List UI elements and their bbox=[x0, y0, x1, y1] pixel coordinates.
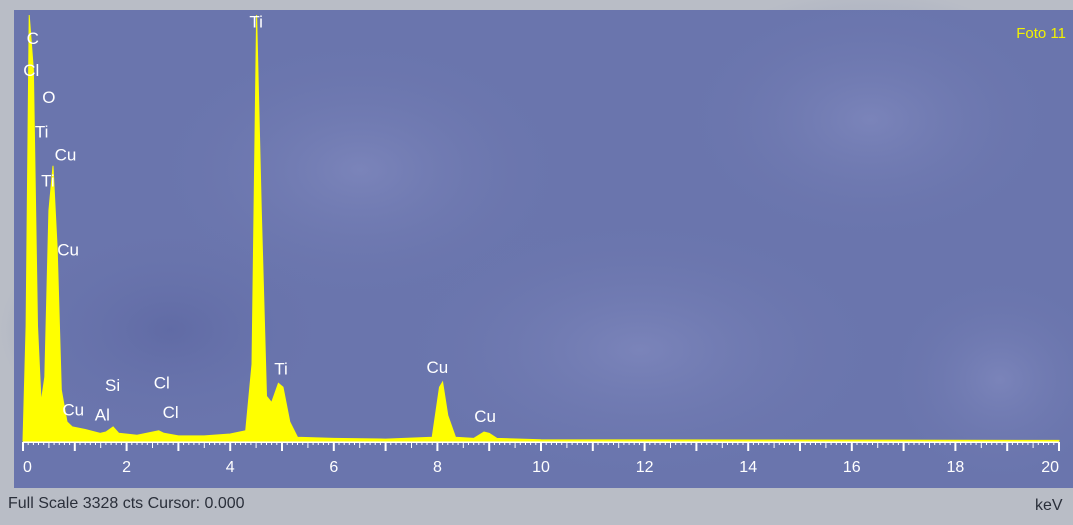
peak-label: Ti bbox=[249, 13, 263, 32]
peak-label: Ti bbox=[41, 171, 55, 190]
peak-label: Cl bbox=[23, 61, 39, 80]
peak-label: Cu bbox=[55, 146, 77, 165]
peak-label: Cl bbox=[163, 403, 179, 422]
peak-label: Ti bbox=[274, 359, 288, 378]
spectrum-series bbox=[22, 14, 1060, 442]
spectrum-area-0 bbox=[22, 14, 1060, 442]
x-tick-label: 20 bbox=[1041, 459, 1059, 476]
x-axis: 0 2 4 6 8 10 12 14 16 18 20 bbox=[22, 441, 1060, 476]
x-tick-label: 8 bbox=[433, 459, 442, 476]
peak-label: Si bbox=[105, 376, 120, 395]
x-tick-label: 0 bbox=[23, 459, 32, 476]
peak-label: Cu bbox=[427, 358, 449, 377]
x-axis-unit-label: keV bbox=[1035, 497, 1063, 514]
peak-label: C bbox=[27, 29, 39, 48]
x-tick-label: 12 bbox=[636, 459, 654, 476]
peak-label: Cu bbox=[474, 407, 496, 426]
x-tick-label: 16 bbox=[843, 459, 861, 476]
x-tick-label: 6 bbox=[329, 459, 338, 476]
peak-label: Cu bbox=[62, 400, 84, 419]
x-tick-label: 4 bbox=[226, 459, 235, 476]
x-tick-label: 10 bbox=[532, 459, 550, 476]
chart-title: Foto 11 bbox=[1016, 25, 1066, 42]
peak-label: Cl bbox=[154, 374, 170, 393]
peak-label: Ti bbox=[35, 123, 49, 142]
peak-label: O bbox=[42, 88, 55, 107]
x-tick-label: 14 bbox=[739, 459, 757, 476]
status-readout: Full Scale 3328 cts Cursor: 0.000 bbox=[8, 495, 245, 512]
x-tick-label: 18 bbox=[947, 459, 965, 476]
x-tick-label: 2 bbox=[122, 459, 131, 476]
peak-label: Cu bbox=[57, 240, 79, 259]
peak-label: Al bbox=[95, 406, 110, 425]
